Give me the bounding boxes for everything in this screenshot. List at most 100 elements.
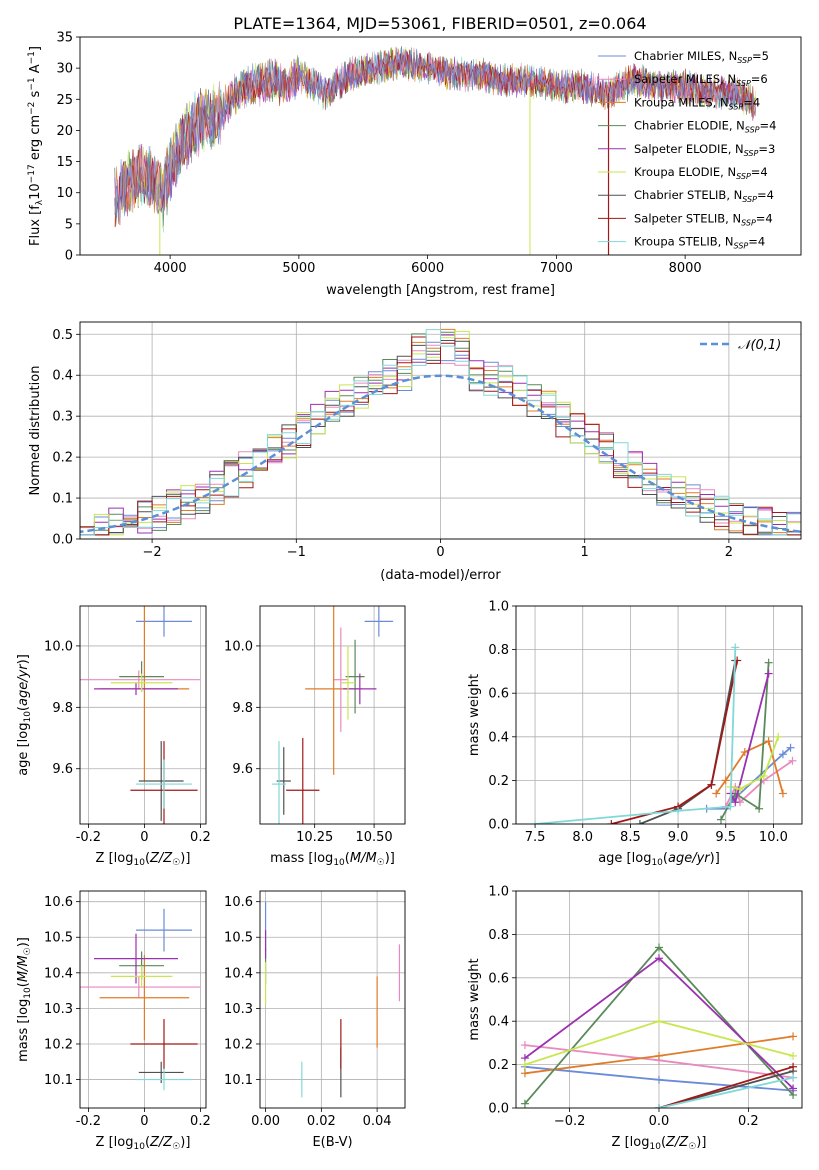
weight-marker: [759, 772, 768, 781]
ticks: 7.5 8.0 8.5 9.0 9.5 10.0 0.0 0.2 0.4 0.6 0.8 1.0: [488, 600, 788, 846]
weight-marker: [789, 1051, 798, 1060]
weight-line-kroupa-stelib: [535, 647, 737, 824]
y-tick-label: 10.6: [224, 895, 253, 910]
grid: [80, 606, 206, 824]
x-tick-label: 0.2: [190, 1114, 211, 1129]
ticks: −0.2 0.0 0.2 0.0 0.2 0.4 0.6 0.8 1.0: [488, 885, 758, 1130]
x-tick-label: 0: [140, 830, 148, 845]
y-tick-label: 0.6: [488, 971, 509, 986]
weight-marker: [674, 806, 683, 815]
panel-mass-weight-vs-age: 7.5 8.0 8.5 9.0 9.5 10.0 0.0 0.2 0.4 0.6 0.8 1.0: [488, 600, 803, 846]
y-tick-label: 0.0: [488, 1102, 509, 1117]
y-tick-label: 20: [56, 124, 73, 139]
plot-area: [520, 943, 798, 1108]
x-tick-label: 6000: [411, 261, 444, 276]
grid: [260, 891, 405, 1108]
spectrum-line-chabrier-miles: [114, 47, 756, 226]
error-point-kroupa-stelib: [271, 741, 287, 824]
axes-frame: [79, 321, 802, 540]
x-tick-label: 7.5: [525, 830, 546, 845]
x-tick-label: 0: [436, 545, 444, 560]
y-tick-label: 10.1: [44, 1073, 73, 1088]
x-tick-label: 0: [140, 1114, 148, 1129]
legend-label: Salpeter ELODIE, NSSP=3: [634, 142, 775, 158]
x-tick-label: 8.0: [572, 830, 593, 845]
weight-line-kroupa-elodie: [730, 736, 780, 791]
panel-mass-vs-ebv: 0.00 0.02 0.04 10.1 10.2 10.3 10.4 10.5 10.6: [224, 890, 406, 1129]
y-tick-label: 0: [65, 249, 73, 264]
y-tick-label: 10.3: [224, 1002, 253, 1017]
weight-marker: [520, 1041, 529, 1050]
x-tick-label: 7000: [540, 261, 573, 276]
y-tick-label: 0.4: [488, 1015, 509, 1030]
ticks: 10.25 10.50 9.6 9.8 10.0: [224, 639, 393, 845]
y-axis-label: mass [log10(M/M☉)]: [16, 937, 33, 1062]
weight-marker: [655, 943, 663, 952]
grid: [260, 606, 405, 824]
plot-area: [264, 901, 401, 1098]
weight-marker: [607, 820, 616, 824]
weight-marker: [788, 756, 797, 765]
histogram-kroupa-elodie: [80, 330, 801, 536]
y-tick-label: 0.2: [488, 774, 509, 789]
x-tick-label: -0.2: [76, 1114, 101, 1129]
y-tick-label: 0.2: [52, 451, 73, 466]
legend-label: Salpeter STELIB, NSSP=4: [634, 211, 773, 227]
weight-marker: [707, 780, 716, 789]
x-tick-label: −1: [287, 545, 306, 560]
weight-marker: [755, 804, 764, 813]
error-point-salpeter-miles: [333, 627, 348, 732]
x-tick-label: 8.5: [620, 830, 641, 845]
y-tick-label: 5: [65, 217, 73, 232]
y-tick-label: 0.3: [52, 410, 73, 425]
weight-marker: [789, 1062, 798, 1071]
weight-marker: [655, 954, 663, 963]
error-point-salpeter-elodie: [94, 933, 178, 984]
x-axis-label: Z [log10(Z/Z☉)]: [96, 851, 191, 868]
legend-label: Chabrier ELODIE, NSSP=4: [634, 119, 776, 135]
y-tick-label: 10.1: [224, 1073, 253, 1088]
axes-frame: [515, 890, 803, 1109]
ticks: -0.2 0 0.2 9.6 9.8 10.0: [44, 639, 211, 845]
error-point-kroupa-elodie: [110, 673, 173, 692]
x-axis-label: E(B-V): [312, 1135, 352, 1150]
grid: [516, 890, 802, 1109]
plot-area: [80, 606, 201, 824]
error-point-kroupa-stelib: [136, 1068, 192, 1091]
x-axis-label: mass [log10(M/M☉)]: [270, 851, 395, 868]
panel-mass-weight-vs-Z: −0.2 0.0 0.2 0.0 0.2 0.4 0.6 0.8 1.0: [488, 885, 803, 1130]
error-point-salpeter-stelib: [286, 738, 320, 824]
weight-marker: [655, 1075, 663, 1084]
y-tick-label: 0.4: [488, 730, 509, 745]
x-tick-label: 0.00: [251, 1114, 280, 1129]
weight-marker: [789, 1084, 798, 1093]
panel-spectrum: 4000 5000 6000 7000 8000 0 5 10 15 20 25 30 35: [56, 31, 802, 276]
weight-marker: [716, 815, 725, 824]
x-axis-label: Z [log10(Z/Z☉)]: [612, 1135, 707, 1152]
x-axis-label: wavelength [Angstrom, rest frame]: [326, 283, 555, 298]
weight-line-chabrier-elodie: [720, 662, 770, 821]
legend-label: Kroupa STELIB, NSSP=4: [634, 235, 765, 251]
y-axis-label: mass weight: [467, 674, 482, 756]
spectrum-title: PLATE=1364, MJD=53061, FIBERID=0501, z=0…: [233, 14, 646, 33]
weight-marker: [520, 1099, 529, 1108]
plot-area: [531, 643, 797, 824]
weight-marker: [531, 820, 540, 824]
legend-label: 𝒩(0,1): [738, 338, 781, 353]
y-axis-label: Flux [fλ10−17 erg cm−2 s−1 A−1]: [27, 46, 45, 246]
error-point-salpeter-elodie: [343, 673, 377, 705]
weight-marker: [721, 776, 730, 785]
y-tick-label: 25: [56, 93, 73, 108]
error-point-chabrier-elodie: [345, 639, 365, 714]
plot-area: [114, 46, 756, 255]
y-tick-label: 10.0: [44, 639, 73, 654]
weight-line-salpeter-stelib: [611, 660, 739, 824]
y-axis-label: mass weight: [467, 958, 482, 1040]
error-point-kroupa-elodie: [340, 645, 356, 720]
x-tick-label: −2: [143, 545, 162, 560]
x-tick-label: 5000: [282, 261, 315, 276]
error-point-kroupa-stelib: [136, 759, 192, 809]
y-tick-label: 0.8: [488, 928, 509, 943]
y-axis-label: age [log10(age/yr)]: [16, 654, 33, 776]
y-tick-label: 0.8: [488, 643, 509, 658]
